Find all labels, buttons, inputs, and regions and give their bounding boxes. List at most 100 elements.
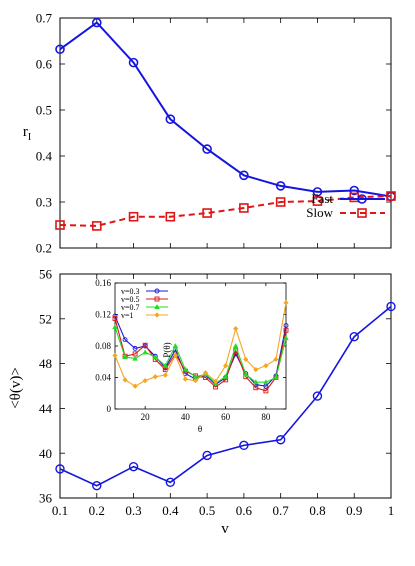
bottom-series	[55, 301, 396, 491]
y-tick-label: 0.2	[36, 241, 52, 256]
data-point-s3-17	[283, 300, 289, 306]
data-point-s3-3	[142, 378, 148, 384]
inset-chart: 0 0.04 0.08 0.12 0.16 20 40 60 80 P(θ) θ v=0.3 …	[95, 278, 289, 434]
data-point-s2-1	[122, 354, 128, 360]
data-point-s0-6	[275, 181, 286, 191]
data-point-s2-0	[112, 324, 118, 330]
data-point-s1-2	[128, 211, 139, 222]
inset-series	[112, 300, 289, 394]
data-point-s3-13	[243, 356, 249, 363]
data-point-s3-15	[263, 363, 269, 369]
series-line-0	[59, 305, 392, 487]
y-tick-label: 0.12	[95, 310, 111, 320]
data-point-s2-12	[232, 343, 239, 349]
x-tick-label: 0.7	[273, 503, 290, 518]
inset-plot-frame	[114, 282, 287, 410]
data-point-s1-17	[283, 327, 289, 333]
y-tick-label: 36	[39, 491, 53, 506]
data-point-s0-2	[132, 345, 138, 351]
y-tick-label: 0.3	[36, 195, 52, 210]
inset-legend-marker-3	[154, 312, 160, 318]
data-point-s0-1	[122, 337, 128, 343]
data-point-s2-13	[242, 371, 249, 377]
data-point-s0-5	[239, 440, 249, 451]
x-tick-label: 0.2	[89, 503, 105, 518]
data-point-s3-14	[253, 366, 259, 373]
data-point-s0-8	[349, 185, 360, 196]
inset-legend-marker-2	[154, 304, 160, 310]
data-point-s3-4	[152, 374, 158, 380]
y-tick-label: 56	[39, 267, 53, 282]
x-tick-label: 0.5	[199, 503, 215, 518]
top-x-ticks	[59, 18, 392, 248]
data-point-s3-8	[192, 378, 199, 384]
inset-y-axis-label: P(θ)	[162, 342, 172, 357]
x-tick-label: 40	[181, 412, 191, 422]
bottom-x-axis-label: v	[221, 521, 229, 537]
y-tick-label: 0.16	[95, 278, 111, 288]
x-tick-label: 0.3	[125, 503, 141, 518]
data-point-s0-8	[349, 332, 359, 342]
top-plot-frame	[59, 17, 392, 249]
data-point-s1-5	[239, 203, 249, 213]
data-point-s0-17	[283, 323, 289, 328]
data-point-s1-15	[263, 388, 269, 394]
y-tick-label: 0.5	[36, 103, 52, 118]
x-tick-label: 0.8	[309, 503, 325, 518]
data-point-s2-11	[222, 373, 229, 379]
data-point-s2-4	[152, 354, 159, 360]
data-point-s1-9	[386, 191, 396, 201]
y-tick-label: 0.7	[36, 11, 53, 26]
data-point-s0-1	[92, 480, 102, 491]
x-tick-label: 0.1	[52, 503, 68, 518]
data-point-s3-7	[182, 376, 189, 382]
data-point-s1-0	[55, 220, 65, 230]
data-point-s0-3	[165, 477, 176, 488]
x-tick-label: 0.9	[346, 503, 362, 518]
inset-legend: v=0.3 v=0.5 v=0.7 v=1	[121, 287, 168, 320]
y-tick-label: 0.08	[95, 341, 111, 351]
bottom-plot-frame	[59, 273, 392, 499]
data-point-s2-3	[142, 349, 148, 355]
data-point-s3-9	[202, 370, 209, 376]
data-point-s0-0	[55, 464, 65, 474]
data-point-s3-2	[132, 383, 138, 389]
y-tick-label: 0.6	[36, 57, 53, 72]
legend-marker-1	[357, 208, 367, 218]
y-tick-label: 52	[39, 311, 52, 326]
data-point-s0-0	[55, 44, 65, 55]
y-tick-label: 44	[39, 401, 53, 416]
inset-y-ticks: 0 0.04 0.08 0.12 0.16	[95, 278, 286, 414]
inset-legend-label-v1: v=1	[121, 311, 134, 320]
data-point-s1-3	[142, 342, 148, 348]
y-tick-label: 0.04	[95, 373, 111, 383]
y-tick-label: 40	[39, 446, 52, 461]
inset-x-axis-label: θ	[198, 424, 202, 434]
x-tick-label: 1	[388, 503, 395, 518]
data-point-s1-1	[91, 221, 102, 231]
data-point-s2-7	[182, 366, 189, 372]
inset-x-ticks: 20 40 60 80	[141, 283, 271, 422]
data-point-s2-15	[263, 379, 269, 385]
data-point-s1-7	[312, 196, 323, 206]
inset-legend-marker-1	[154, 296, 160, 302]
data-point-s0-3	[165, 114, 176, 124]
data-point-s3-0	[112, 352, 118, 359]
data-point-s1-3	[165, 211, 176, 222]
data-point-s3-11	[223, 363, 229, 369]
top-series	[55, 17, 396, 231]
data-point-s0-7	[312, 391, 323, 401]
data-point-s0-5	[239, 170, 249, 181]
x-tick-label: 0.6	[236, 503, 253, 518]
data-point-s1-14	[253, 385, 259, 391]
data-point-s3-10	[212, 378, 219, 385]
data-point-s0-7	[312, 187, 323, 197]
legend-label-fast: Fast	[311, 191, 333, 206]
data-point-s3-12	[233, 326, 239, 332]
inset-legend-label-v03: v=0.3	[121, 287, 140, 296]
data-point-s3-6	[172, 352, 178, 359]
bottom-y-axis-label: <θ(v)>	[8, 367, 24, 409]
data-point-s2-5	[162, 362, 169, 368]
x-tick-label: 80	[261, 412, 271, 422]
data-point-s0-9	[386, 301, 396, 312]
